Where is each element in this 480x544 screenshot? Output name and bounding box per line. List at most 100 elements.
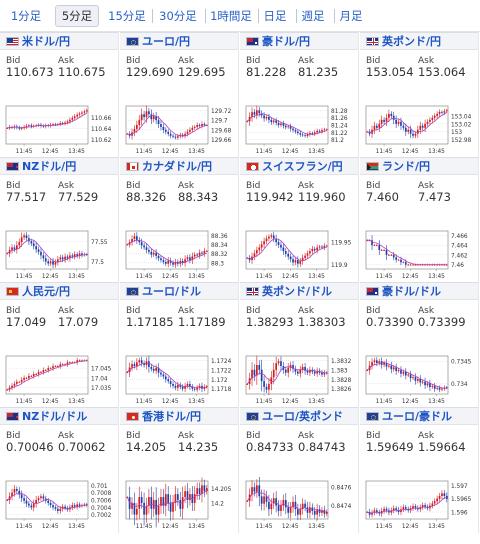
- candle-up: [61, 364, 64, 366]
- ask-label: Ask: [298, 306, 315, 316]
- tab-daily[interactable]: 日足: [263, 9, 287, 23]
- candle-up: [299, 369, 302, 374]
- y-tick-label: 0.8474: [331, 504, 352, 510]
- price-chart: 153.04 153.02 153 152.98 11:45 12:45 13:45: [364, 102, 476, 156]
- currency-pair-link[interactable]: ユーロ/豪ドル: [382, 410, 453, 423]
- ask-label: Ask: [178, 56, 195, 66]
- currency-pair-link[interactable]: 香港ドル/円: [142, 410, 202, 423]
- candle-down: [28, 503, 30, 506]
- candle-up: [184, 491, 186, 498]
- candle-up: [57, 366, 59, 368]
- candle-up: [69, 362, 71, 364]
- candle-up: [191, 256, 194, 261]
- candle-up: [13, 489, 16, 493]
- bid-value: 153.054: [366, 65, 414, 79]
- candle-up: [196, 387, 198, 390]
- moving-average-line: [7, 360, 87, 391]
- currency-pair-link[interactable]: スイスフラン/円: [262, 160, 343, 173]
- price-chart: 0.7345 0.734 11:45 12:45 13:45: [364, 352, 476, 406]
- currency-pair-link[interactable]: NZドル/円: [22, 160, 77, 173]
- tab-15min[interactable]: 15分足: [108, 9, 146, 23]
- candle-down: [25, 235, 28, 239]
- currency-pair-link[interactable]: 米ドル/円: [22, 35, 71, 48]
- ask-label: Ask: [58, 306, 75, 316]
- candle-down: [148, 361, 150, 367]
- candle-down: [260, 113, 263, 116]
- tab-30min[interactable]: 30分足: [159, 9, 197, 23]
- candle-down: [395, 119, 397, 124]
- tab-monthly[interactable]: 月足: [339, 9, 363, 23]
- chart-frame: [365, 230, 449, 270]
- x-tick-label: 11:45: [256, 399, 273, 405]
- candle-down: [172, 262, 174, 265]
- currency-pair-link[interactable]: ランド/円: [382, 160, 431, 173]
- currency-pair-link[interactable]: ユーロ/円: [142, 35, 191, 48]
- candle-down: [268, 116, 270, 120]
- timeframe-tabs: 1分足 5分足 15分足 30分足 1時間足 日足 週足 月足: [0, 0, 480, 32]
- candle-down: [181, 134, 184, 136]
- candle-up: [20, 237, 23, 243]
- ask-value: 129.695: [178, 65, 226, 79]
- candle-up: [392, 508, 395, 511]
- candlestick-chart: 88.36 88.34 88.32 88.3 11:45 12:45 13:45: [125, 230, 228, 280]
- currency-pair-link[interactable]: 人民元/円: [22, 285, 71, 298]
- chart-frame: [125, 355, 209, 395]
- y-tick-label: 0.8476: [331, 486, 352, 492]
- bid-label: Bid: [246, 181, 261, 191]
- currency-pair-link[interactable]: ユーロ/ドル: [142, 285, 202, 298]
- candle-down: [325, 372, 328, 374]
- currency-pair-link[interactable]: 英ポンド/円: [382, 35, 442, 48]
- candle-down: [272, 235, 275, 239]
- candle-up: [378, 123, 381, 128]
- candle-down: [37, 249, 40, 252]
- tab-divider: [205, 9, 206, 23]
- candle-up: [160, 497, 162, 506]
- candle-down: [284, 251, 287, 254]
- ask-value: 0.84743: [298, 440, 346, 454]
- currency-pair-link[interactable]: ユーロ/英ポンド: [262, 410, 344, 423]
- currency-pair-link[interactable]: カナダドル/円: [142, 160, 213, 173]
- panel-header: NZドル/ドル: [0, 407, 118, 425]
- candlestick-chart: 0.7345 0.734 11:45 12:45 13:45: [365, 355, 472, 405]
- candle-down: [301, 134, 304, 136]
- panel-header: 英ポンド/円: [360, 32, 478, 50]
- tab-1hour[interactable]: 1時間足: [210, 9, 252, 23]
- rate-panel: ユーロ/円 Bid Ask 129.690 129.695 129.72 129.7 129.…: [120, 32, 239, 158]
- candle-down: [258, 485, 261, 497]
- chart-frame: [125, 230, 209, 270]
- currency-pair-link[interactable]: 豪ドル/円: [262, 35, 311, 48]
- y-tick-label: 17.035: [91, 386, 112, 392]
- candle-up: [181, 497, 184, 509]
- ask-value: 1.59664: [418, 440, 466, 454]
- moving-average-line: [7, 112, 87, 129]
- ask-value: 77.529: [58, 190, 99, 204]
- currency-pair-link[interactable]: NZドル/ドル: [22, 410, 88, 423]
- candle-up: [6, 389, 9, 391]
- candle-up: [366, 240, 369, 242]
- chart-frame: [5, 355, 89, 395]
- candle-up: [193, 254, 196, 257]
- candle-down: [419, 378, 422, 383]
- currency-pair-link[interactable]: 豪ドル/ドル: [382, 285, 442, 298]
- tab-weekly[interactable]: 週足: [301, 9, 325, 23]
- candle-up: [309, 507, 311, 513]
- candle-down: [404, 127, 407, 132]
- candle-up: [205, 250, 208, 252]
- candle-up: [263, 241, 265, 245]
- y-tick-label: 1.1722: [211, 368, 232, 374]
- x-tick-label: 12:45: [282, 399, 299, 405]
- y-tick-label: 129.68: [211, 128, 232, 134]
- currency-pair-link[interactable]: 英ポンド/ドル: [262, 285, 333, 298]
- price-chart: 0.701 0.7008 0.7006 0.7004 0.7002 11:45 12:45 1…: [4, 477, 116, 531]
- x-tick-label: 13:45: [428, 399, 445, 405]
- panel-header: NZドル/円: [0, 157, 118, 175]
- x-tick-label: 13:45: [428, 149, 445, 155]
- candle-down: [25, 500, 28, 504]
- candle-down: [42, 496, 45, 499]
- bid-label: Bid: [366, 181, 381, 191]
- tab-5min[interactable]: 5分足: [55, 5, 99, 27]
- candle-up: [76, 114, 78, 117]
- rate-panel: ユーロ/英ポンド Bid Ask 0.84733 0.84743 0.8476 0.8474…: [240, 407, 359, 533]
- tab-1min[interactable]: 1分足: [10, 9, 42, 23]
